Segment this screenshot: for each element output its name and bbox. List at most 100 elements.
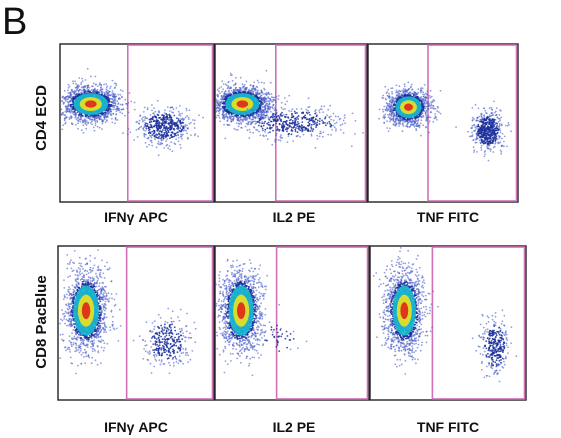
event-dot [159, 116, 162, 119]
event-dot [252, 87, 255, 90]
event-dot [298, 128, 301, 131]
event-dot [263, 82, 266, 84]
event-dot [77, 122, 79, 125]
event-dot [88, 86, 91, 89]
event-dot [249, 84, 252, 87]
event-dot [318, 123, 321, 125]
event-dot [154, 116, 157, 118]
event-dot [392, 106, 394, 108]
event-dot [420, 134, 422, 137]
event-dot [329, 125, 332, 128]
event-dot [65, 105, 68, 108]
event-dot [275, 112, 278, 114]
event-dot [264, 107, 267, 110]
event-dot [395, 84, 398, 87]
event-dot [65, 109, 68, 111]
event-dot [310, 117, 313, 120]
event-dot [265, 102, 268, 105]
event-dot [245, 115, 248, 117]
event-dot [239, 87, 242, 90]
event-dot [244, 118, 246, 121]
event-dot [285, 113, 288, 116]
event-dot [263, 99, 265, 102]
event-dot [269, 103, 271, 105]
event-dot [173, 133, 176, 136]
event-dot [169, 125, 172, 128]
event-dot [71, 116, 73, 119]
event-dot [254, 113, 256, 116]
event-dot [389, 120, 391, 123]
event-dot [308, 111, 310, 114]
event-dot [389, 127, 391, 130]
event-dot [186, 132, 189, 135]
event-dot [237, 128, 239, 131]
event-dot [82, 85, 85, 88]
event-dot [96, 125, 99, 128]
event-dot [81, 91, 83, 94]
event-dot [100, 86, 102, 89]
event-dot [230, 93, 232, 95]
event-dot [332, 119, 335, 122]
event-dot [138, 119, 141, 122]
event-dot [410, 123, 412, 126]
event-dot [155, 126, 158, 129]
event-dot [177, 136, 180, 139]
event-dot [229, 86, 232, 89]
event-dot [227, 92, 230, 95]
event-dot [248, 137, 251, 140]
event-dot [354, 133, 356, 135]
event-dot [111, 98, 113, 101]
event-dot [388, 103, 391, 105]
event-dot [248, 128, 251, 131]
event-dot [253, 126, 256, 129]
event-dot [322, 111, 325, 113]
event-dot [292, 140, 295, 142]
event-dot [80, 86, 83, 89]
event-dot [116, 119, 119, 121]
event-dot [152, 133, 155, 135]
event-dot [130, 100, 133, 103]
event-dot [179, 143, 182, 146]
event-dot [70, 94, 73, 96]
event-dot [103, 91, 106, 94]
event-dot [171, 136, 174, 139]
event-dot [168, 145, 171, 147]
event-dot [165, 140, 168, 143]
event-dot [391, 96, 393, 99]
event-dot [274, 113, 277, 116]
event-dot [157, 124, 160, 127]
event-dot [343, 114, 346, 117]
event-dot [136, 136, 139, 138]
event-dot [154, 136, 157, 139]
event-dot [164, 129, 167, 132]
event-dot [262, 134, 264, 137]
event-dot [427, 122, 430, 125]
event-dot [72, 107, 74, 110]
event-dot [155, 133, 158, 136]
event-dot [273, 96, 276, 99]
event-dot [69, 100, 72, 103]
event-dot [96, 117, 98, 120]
plot-grid [57, 43, 527, 401]
event-dot [98, 126, 101, 129]
event-dot [290, 118, 292, 121]
event-dot [94, 75, 97, 78]
event-dot [274, 140, 276, 143]
event-dot [288, 132, 290, 135]
event-dot [167, 147, 170, 150]
event-dot [151, 130, 154, 133]
event-dot [219, 92, 221, 95]
event-dot [322, 131, 325, 134]
event-dot [68, 109, 71, 111]
event-dot [92, 82, 95, 85]
event-dot [316, 121, 319, 124]
event-dot [111, 90, 114, 92]
event-dot [300, 108, 303, 110]
event-dot [235, 77, 237, 79]
event-dot [282, 128, 284, 131]
event-dot [76, 119, 79, 122]
dot-plot-r1c1 [59, 43, 215, 203]
event-dot [265, 110, 268, 113]
event-dot [82, 124, 85, 127]
event-dot [318, 111, 321, 114]
